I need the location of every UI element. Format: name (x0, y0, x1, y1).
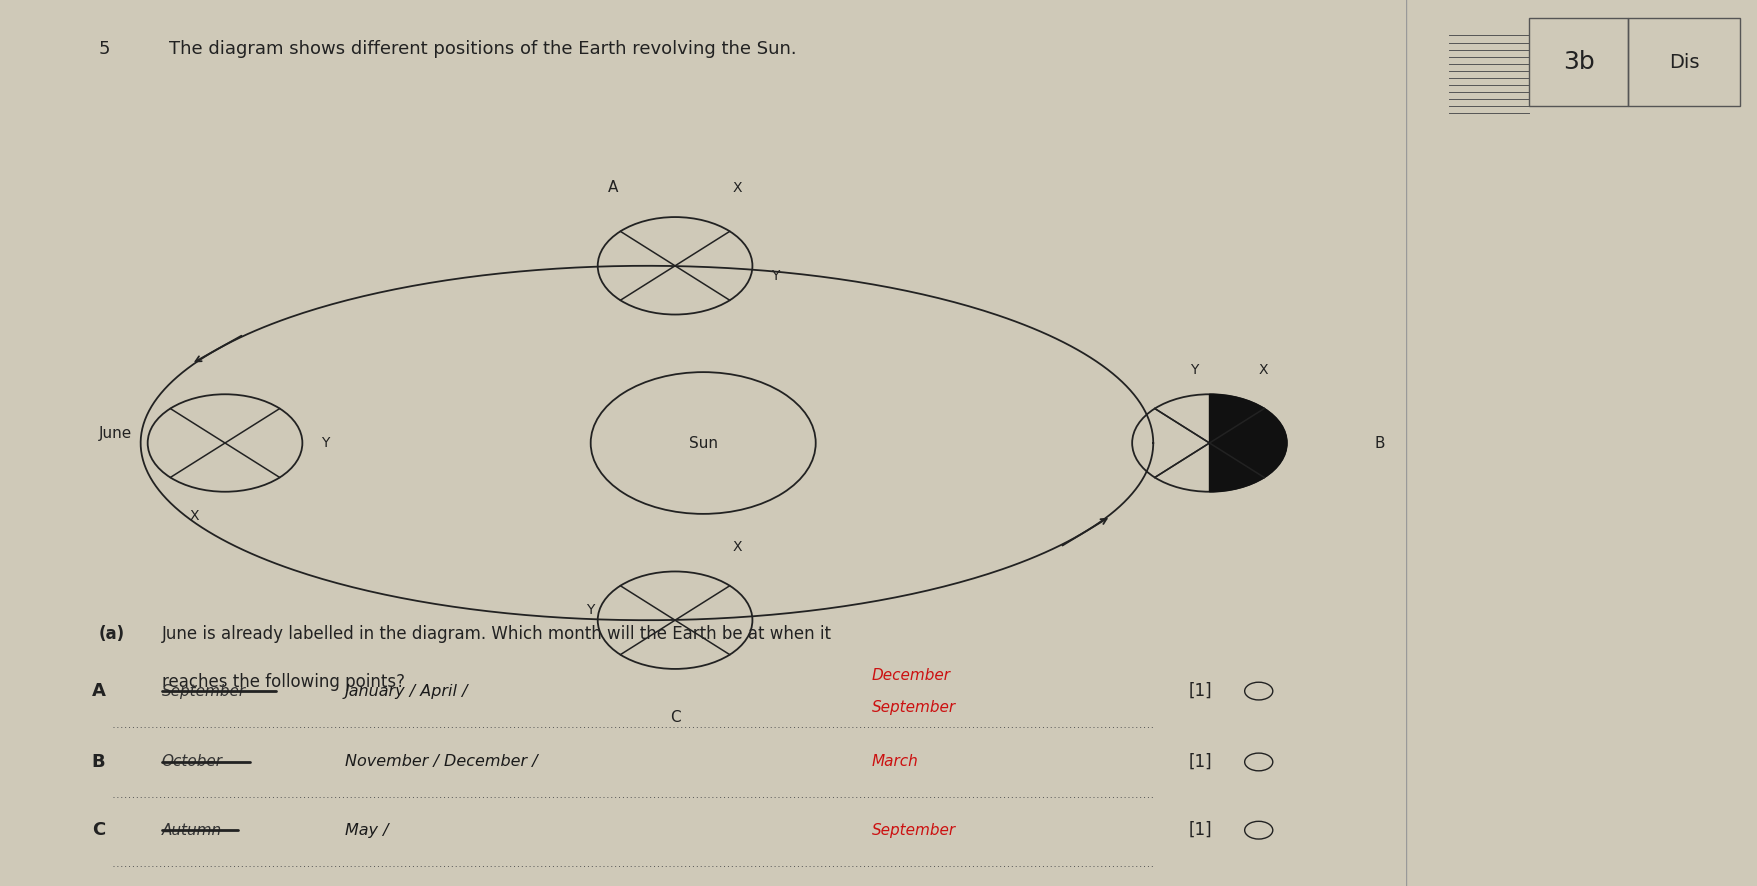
Text: January / April /: January / April / (344, 684, 467, 698)
Text: B: B (1374, 436, 1385, 450)
Text: June is already labelled in the diagram. Which month will the Earth be at when i: June is already labelled in the diagram.… (162, 625, 831, 642)
Text: The diagram shows different positions of the Earth revolving the Sun.: The diagram shows different positions of… (169, 40, 796, 58)
Text: [1]: [1] (1188, 753, 1211, 771)
Text: September: September (871, 700, 956, 714)
Wedge shape (1209, 394, 1286, 492)
Text: X: X (731, 181, 741, 195)
Text: Sun: Sun (689, 436, 717, 450)
Text: X: X (190, 509, 199, 523)
Text: reaches the following points?: reaches the following points? (162, 673, 404, 691)
Text: Y: Y (585, 603, 594, 618)
Text: C: C (669, 711, 680, 725)
Text: [1]: [1] (1188, 682, 1211, 700)
Text: X: X (1258, 363, 1269, 377)
Text: June: June (98, 426, 132, 440)
Text: November / December /: November / December / (344, 755, 538, 769)
Text: 5: 5 (98, 40, 111, 58)
Text: Dis: Dis (1667, 52, 1699, 72)
Text: C: C (91, 821, 105, 839)
Text: May /: May / (344, 823, 388, 837)
Text: December: December (871, 668, 951, 682)
Text: B: B (91, 753, 105, 771)
Text: Y: Y (322, 436, 330, 450)
Text: October: October (162, 755, 223, 769)
Bar (1529, 18, 1627, 106)
Bar (1627, 18, 1739, 106)
Text: September: September (162, 684, 246, 698)
Text: X: X (731, 540, 741, 554)
Text: 3b: 3b (1562, 50, 1594, 74)
Text: (a): (a) (98, 625, 125, 642)
Text: Autumn: Autumn (162, 823, 221, 837)
Text: A: A (608, 181, 618, 195)
Text: Y: Y (1189, 363, 1198, 377)
Text: March: March (871, 755, 919, 769)
Text: Y: Y (771, 268, 780, 283)
Text: A: A (91, 682, 105, 700)
Text: [1]: [1] (1188, 821, 1211, 839)
Text: September: September (871, 823, 956, 837)
